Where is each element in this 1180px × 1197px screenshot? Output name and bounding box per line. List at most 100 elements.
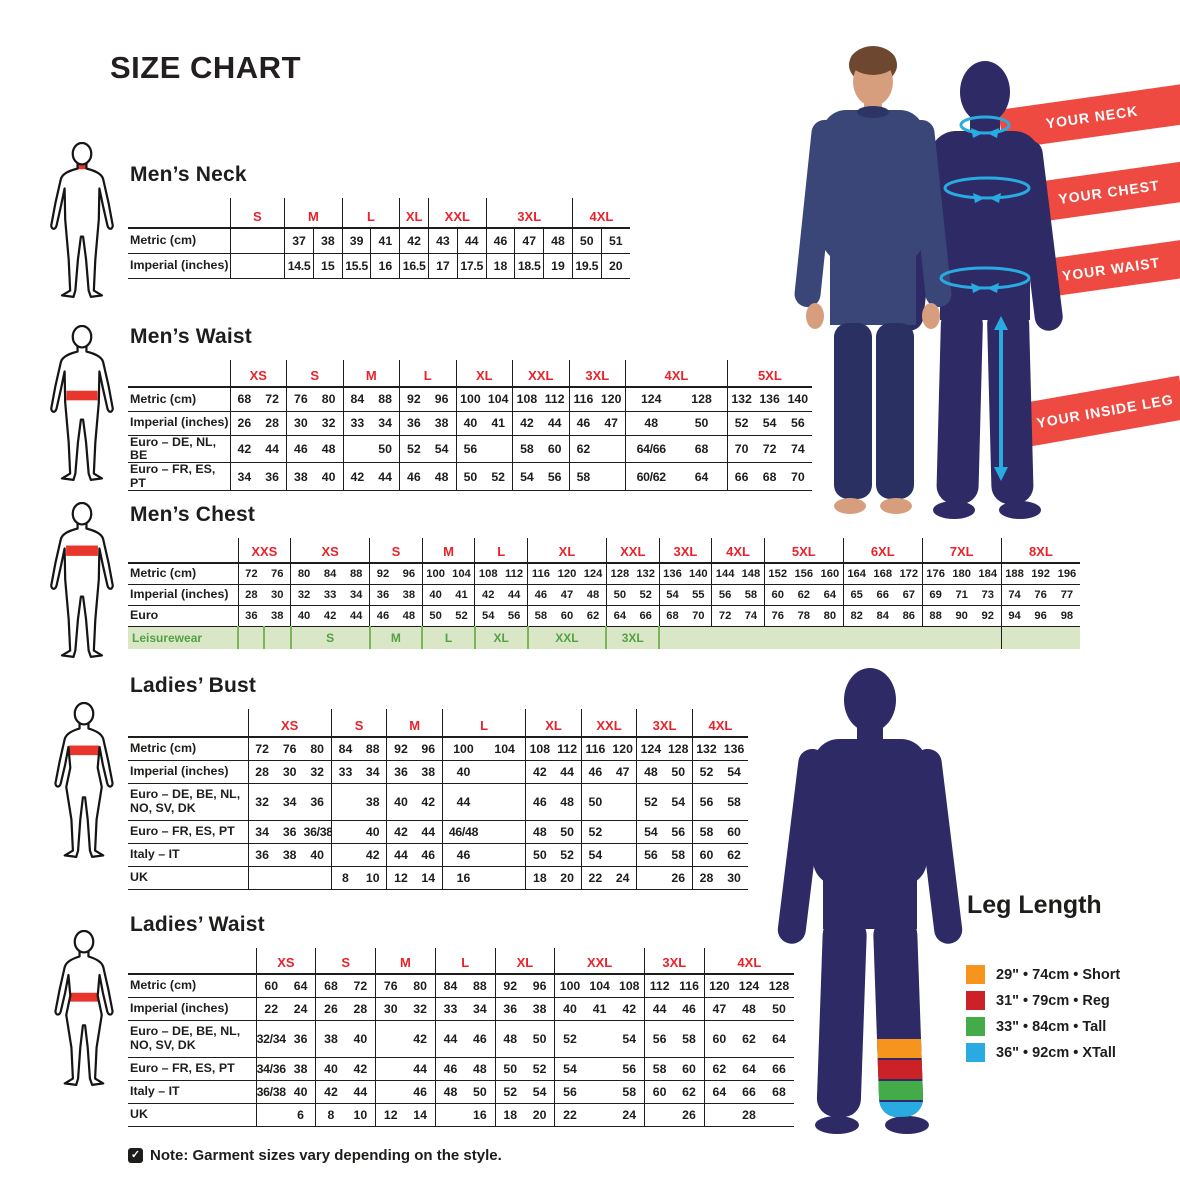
- size-cell: 34: [343, 584, 370, 606]
- size-cell: 62: [568, 435, 598, 464]
- legend-item: 31" • 79cm • Reg: [966, 991, 1120, 1010]
- figure-icon-mens-waist: [50, 325, 114, 482]
- size-group-header: S: [286, 360, 344, 388]
- size-cell: 58: [664, 843, 693, 867]
- size-cell: 42: [315, 1080, 346, 1104]
- band-reg: [872, 1060, 924, 1079]
- size-cell: 72: [258, 387, 287, 412]
- size-cell: 84: [316, 563, 344, 585]
- size-cell: 46: [441, 843, 485, 867]
- row-label: Leisurewear: [128, 626, 238, 649]
- size-cell: 120: [703, 974, 735, 998]
- row-label: UK: [128, 1103, 257, 1127]
- size-group-header: XL: [525, 709, 582, 738]
- size-cell: 104: [484, 737, 526, 761]
- size-cell: [247, 866, 276, 890]
- size-cell: 44: [553, 760, 582, 784]
- size-cell: 46: [526, 584, 554, 606]
- size-cell: 32: [247, 783, 276, 821]
- size-cell: 32: [314, 411, 344, 436]
- size-cell: 76: [375, 974, 406, 998]
- size-cell: 192: [1027, 563, 1054, 585]
- size-group-header: 7XL: [921, 538, 1002, 564]
- size-cell: 58: [568, 462, 598, 492]
- size-cell: 65: [842, 584, 870, 606]
- size-cell: 18.5: [514, 253, 544, 279]
- size-cell: 17.5: [456, 253, 487, 279]
- size-cell: 52: [494, 1080, 525, 1104]
- measure-ellipse-neck: [959, 115, 1011, 135]
- size-cell: 128: [763, 974, 794, 998]
- size-cell: 58: [674, 1020, 705, 1058]
- size-cell: 44: [441, 783, 485, 821]
- size-cell: 54: [664, 783, 693, 821]
- size-cell: 32: [290, 584, 317, 606]
- size-cell: 132: [726, 387, 756, 412]
- size-cell: 12: [386, 866, 415, 890]
- size-group-header: L: [341, 198, 400, 229]
- size-cell: 38: [275, 843, 304, 867]
- size-cell: 28: [345, 997, 376, 1021]
- size-cell: 60: [691, 843, 721, 867]
- size-cell: 50: [525, 843, 554, 867]
- size-cell: 76: [763, 605, 791, 627]
- size-cell: 72: [247, 737, 276, 761]
- size-cell: 56: [614, 1057, 645, 1081]
- size-cell: 41: [584, 997, 615, 1021]
- size-cell: 120: [597, 387, 626, 412]
- size-cell: 120: [609, 737, 637, 761]
- size-cell: [609, 820, 637, 844]
- size-cell: 26: [229, 411, 259, 436]
- row-label: Metric (cm): [128, 737, 249, 761]
- size-cell: 18: [494, 1103, 525, 1127]
- size-cell: 112: [553, 737, 582, 761]
- size-cell: 46: [434, 1057, 466, 1081]
- size-cell: 124: [580, 563, 607, 585]
- size-cell: 19: [543, 253, 573, 279]
- row-label: Euro – FR, ES, PT: [128, 1057, 257, 1081]
- size-cell: 88: [359, 737, 387, 761]
- size-cell: [484, 783, 526, 821]
- size-cell: 46: [399, 462, 428, 492]
- size-cell: [275, 866, 304, 890]
- size-cell: 42: [316, 605, 344, 627]
- size-cell: 17: [428, 253, 458, 279]
- leisurewear-cell: 3XL: [605, 626, 660, 649]
- size-cell: 28: [734, 1103, 764, 1127]
- size-cell: 74: [783, 435, 812, 464]
- size-cell: 56: [636, 843, 665, 867]
- size-cell: 30: [285, 411, 315, 436]
- size-cell: 34: [247, 820, 276, 844]
- size-cell: 74: [1000, 584, 1028, 606]
- size-group-header: 4XL: [703, 948, 794, 975]
- size-cell: [643, 1103, 675, 1127]
- size-cell: 48: [434, 1080, 466, 1104]
- size-group-header: M: [421, 538, 475, 564]
- size-cell: 48: [625, 411, 677, 436]
- size-cell: 50: [421, 605, 449, 627]
- size-cell: 73: [974, 584, 1002, 606]
- size-cell: 28: [237, 584, 265, 606]
- size-cell: 52: [553, 843, 582, 867]
- size-cell: 64: [676, 462, 728, 492]
- size-cell: 116: [674, 974, 705, 998]
- size-cell: 38: [315, 1020, 346, 1058]
- size-cell: 46: [674, 997, 705, 1021]
- size-cell: 196: [1053, 563, 1081, 585]
- size-cell: 88: [465, 974, 496, 998]
- size-cell: 96: [414, 737, 443, 761]
- size-group-header: XL: [399, 198, 429, 229]
- size-cell: 80: [816, 605, 844, 627]
- size-cell: 47: [703, 997, 735, 1021]
- size-cell: 104: [448, 563, 475, 585]
- leisurewear-cell: [263, 626, 291, 649]
- size-cell: 52: [726, 411, 756, 436]
- size-group-header: S: [315, 948, 376, 975]
- size-cell: [484, 820, 526, 844]
- size-cell: 68: [315, 974, 346, 998]
- size-cell: [597, 462, 626, 492]
- size-cell: 62: [674, 1080, 705, 1104]
- measurement-guide-graphic: [794, 46, 1063, 519]
- size-cell: 92: [974, 605, 1002, 627]
- size-cell: 38: [264, 605, 291, 627]
